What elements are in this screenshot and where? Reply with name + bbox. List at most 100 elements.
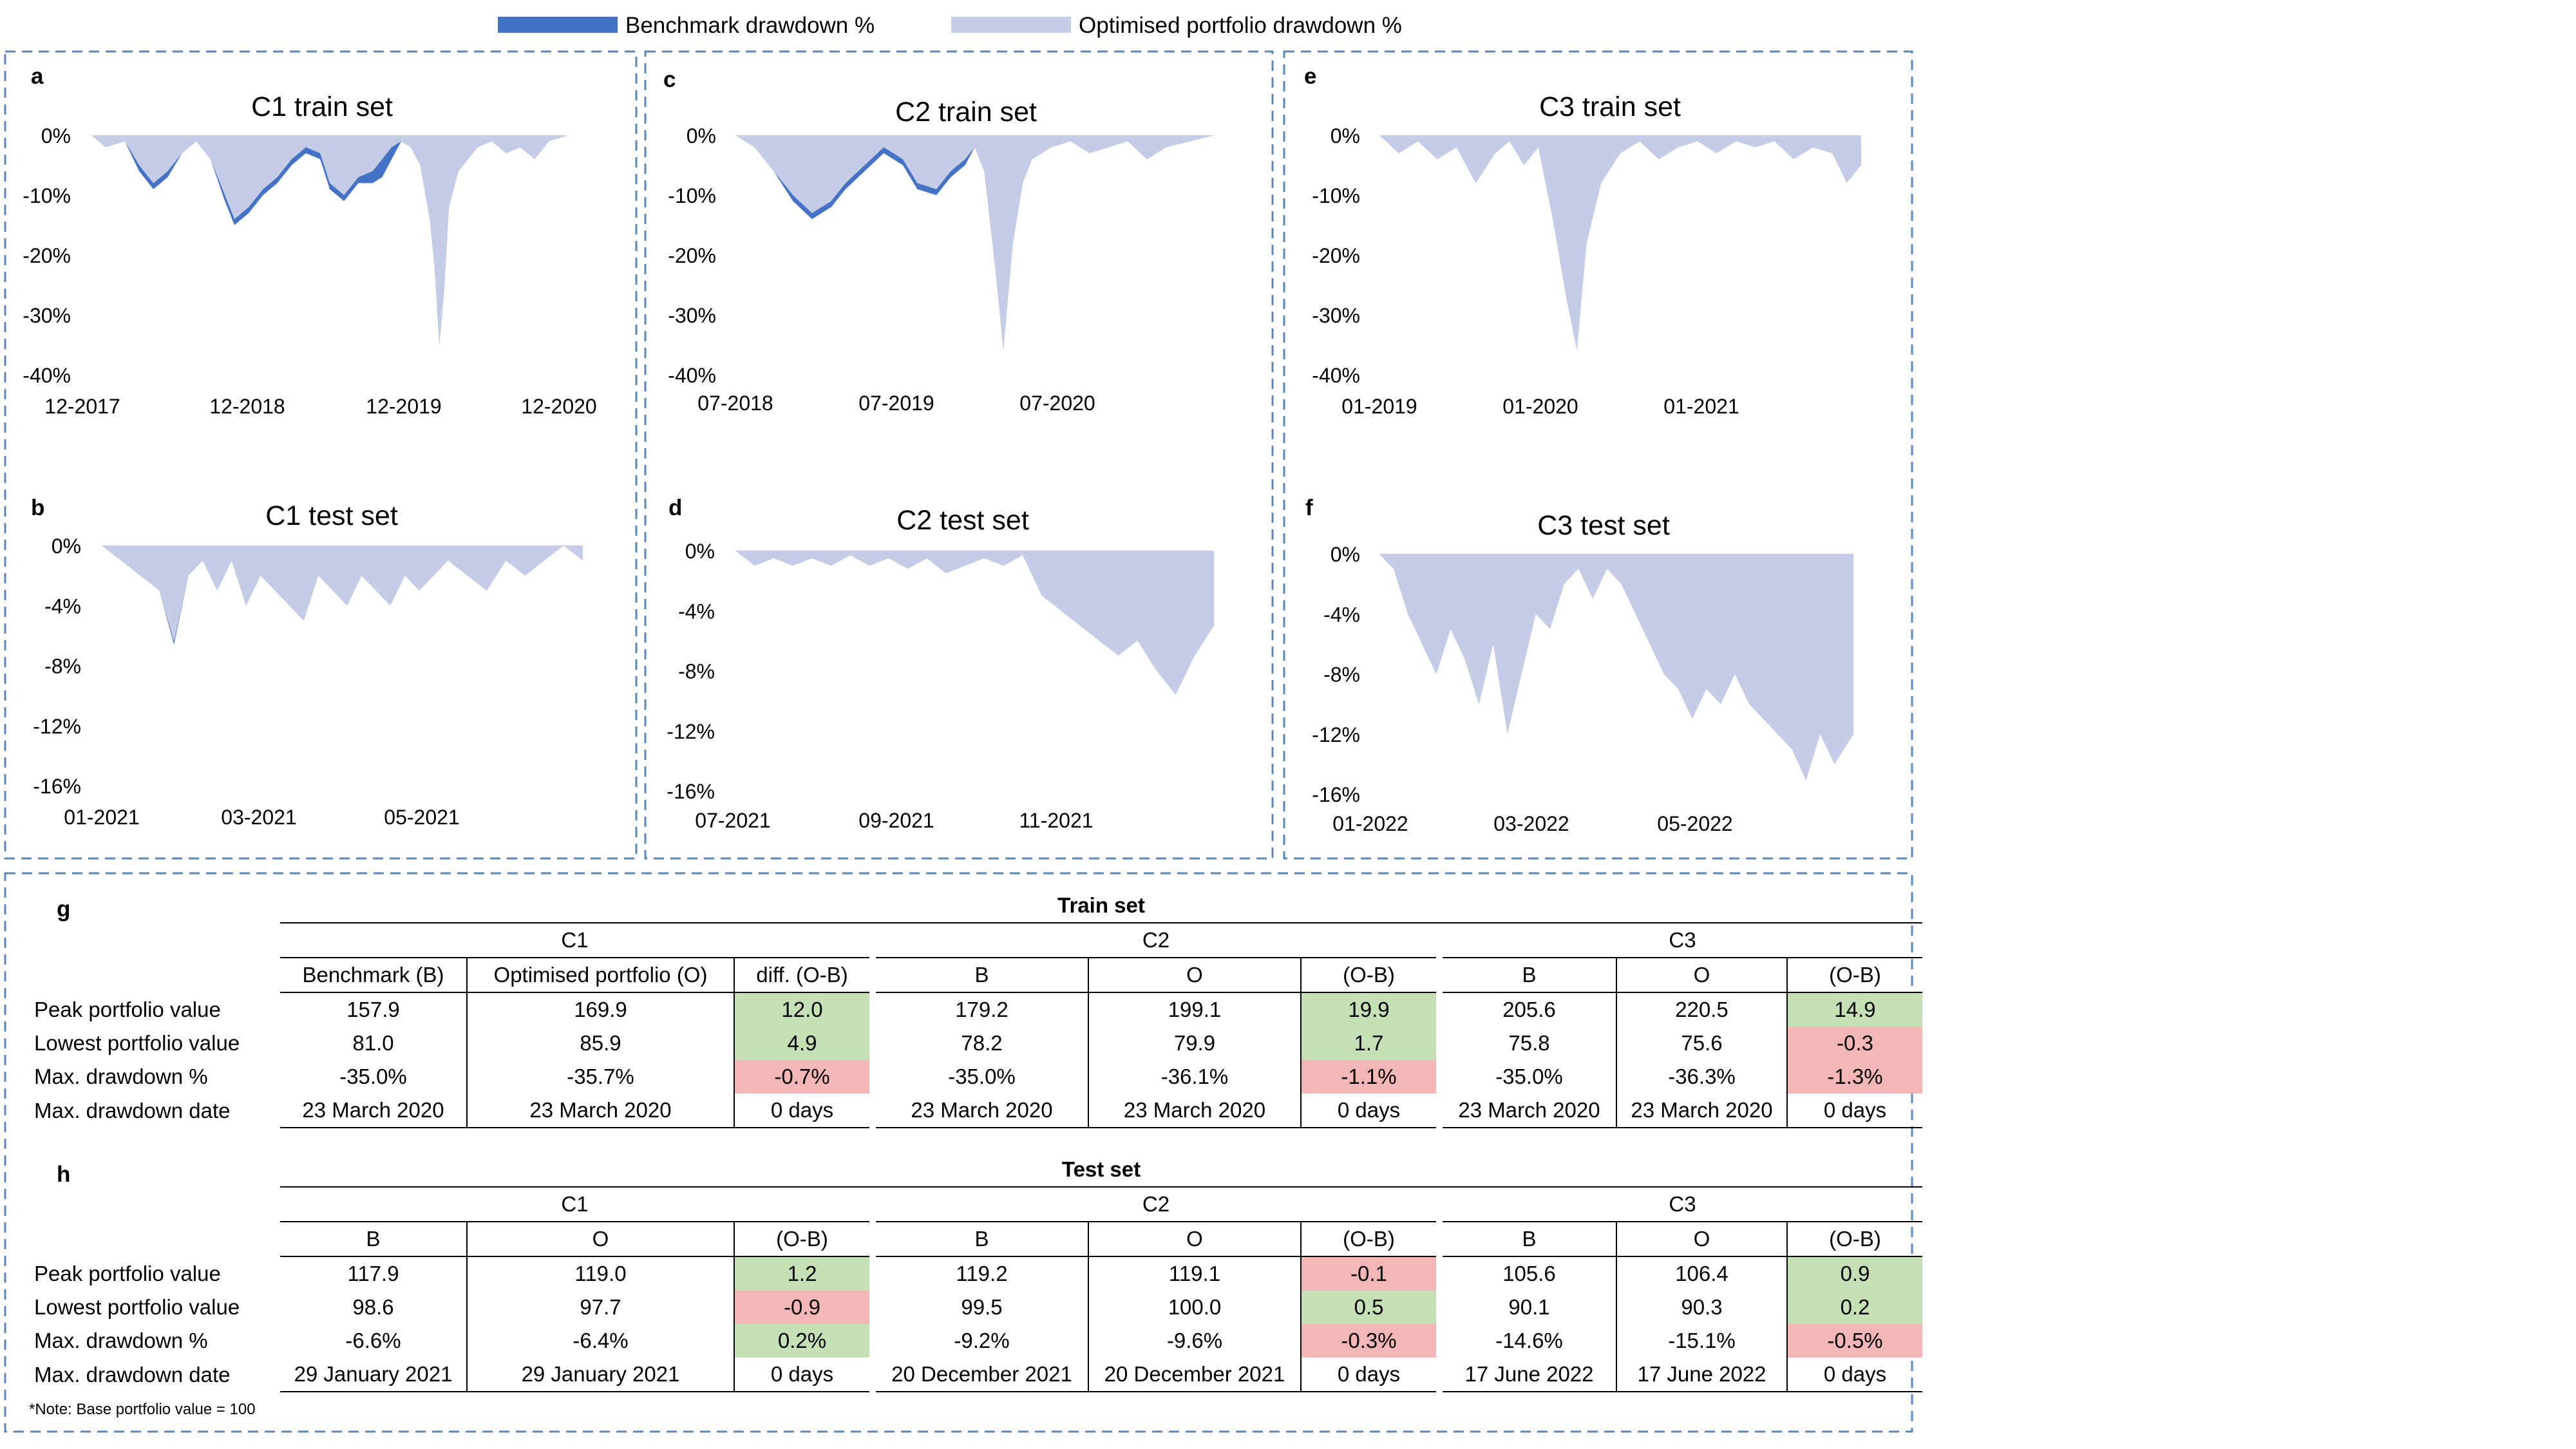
row-label: Peak portfolio value	[34, 1261, 221, 1285]
table-cell: 75.8	[1508, 1031, 1550, 1055]
x-tick-label-e-0: 01-2019	[1341, 395, 1417, 418]
column-header: B	[876, 958, 1088, 993]
panel-letter-c: c	[663, 67, 676, 92]
x-tick-label-c-2: 07-2020	[1019, 392, 1095, 415]
column-header: O	[1616, 958, 1787, 993]
table-cell: 17 June 2022	[1616, 1358, 1787, 1392]
table-cell: -1.3%	[1786, 1060, 1922, 1094]
column-header: (O-B)	[1300, 1222, 1436, 1257]
footnote: *Note: Base portfolio value = 100	[29, 1401, 256, 1418]
table-letter-g: g	[57, 896, 71, 922]
y-tick-label-a-1: -10%	[23, 184, 71, 207]
table-cell: 12.0	[734, 992, 869, 1027]
table-blank	[29, 923, 280, 958]
y-tick-label-d-2: -8%	[678, 660, 715, 683]
table-blank	[29, 1222, 280, 1256]
table-cell: -14.6%	[1495, 1329, 1563, 1352]
panel-letter-f: f	[1305, 495, 1313, 520]
table-cell: 0.2%	[734, 1324, 869, 1358]
table-title: Test set	[280, 1153, 1922, 1188]
column-header: Benchmark (B)	[280, 958, 467, 993]
series-optimised-area-e	[1379, 135, 1861, 351]
table-cell: -1.1%	[1300, 1060, 1436, 1094]
row-label: Max. drawdown date	[34, 1098, 231, 1122]
group-header-c2: C2	[876, 923, 1436, 958]
legend-label-optimised: Optimised portfolio drawdown %	[1079, 13, 1402, 38]
series-optimised-area-a	[91, 135, 568, 345]
column-header: B	[280, 1222, 467, 1257]
y-tick-label-e-2: -20%	[1312, 244, 1360, 267]
table-blank	[29, 889, 280, 923]
table-cell: 179.2	[955, 998, 1009, 1021]
x-tick-label-d-1: 09-2021	[858, 809, 934, 832]
panel-letter-b: b	[31, 495, 44, 520]
table-cell: -35.7%	[466, 1060, 734, 1094]
x-tick-label-f-2: 05-2022	[1657, 812, 1732, 835]
table-cell: 23 March 2020	[1443, 1094, 1616, 1128]
y-tick-label-f-2: -8%	[1323, 663, 1360, 687]
y-tick-label-f-1: -4%	[1323, 603, 1360, 626]
table-cell: 23 March 2020	[876, 1094, 1088, 1128]
y-tick-label-e-4: -40%	[1312, 364, 1360, 387]
table-gap	[869, 958, 876, 992]
y-tick-label-b-4: -16%	[33, 775, 81, 798]
column-header: Optimised portfolio (O)	[466, 958, 734, 993]
table-cell: 14.9	[1786, 992, 1922, 1027]
y-tick-label-c-0: 0%	[687, 124, 716, 147]
table-cell: 0 days	[1786, 1358, 1922, 1392]
table-cell: 1.7	[1300, 1027, 1436, 1060]
table-gap	[1436, 1027, 1443, 1060]
row-label: Max. drawdown %	[34, 1065, 208, 1088]
table-cell: 75.6	[1616, 1027, 1787, 1060]
x-tick-label-c-1: 07-2019	[858, 392, 934, 415]
table-cell: 0 days	[734, 1094, 869, 1128]
y-tick-label-d-0: 0%	[685, 540, 715, 563]
table-cell: 0 days	[1300, 1358, 1436, 1392]
column-header: (O-B)	[734, 1222, 869, 1257]
x-tick-label-c-0: 07-2018	[697, 392, 773, 415]
table-cell: 99.5	[961, 1295, 1003, 1319]
panel-letter-a: a	[31, 64, 44, 89]
table-gap	[869, 1358, 876, 1392]
y-tick-label-c-4: -40%	[668, 364, 716, 387]
table-gap	[1436, 1222, 1443, 1256]
y-tick-label-a-2: -20%	[23, 244, 71, 267]
chart-title-e: C3 train set	[1539, 91, 1681, 122]
y-tick-label-d-3: -12%	[667, 720, 715, 743]
table-gap	[869, 1324, 876, 1358]
table-cell: -0.3	[1786, 1027, 1922, 1060]
table-gap	[1436, 1291, 1443, 1324]
row-label: Max. drawdown %	[34, 1329, 208, 1352]
x-tick-label-e-1: 01-2020	[1502, 395, 1578, 418]
y-tick-label-c-3: -30%	[668, 304, 716, 327]
table-gap	[869, 923, 876, 958]
row-label: Peak portfolio value	[34, 997, 221, 1021]
y-tick-label-b-3: -12%	[33, 715, 81, 738]
column-header: (O-B)	[1300, 958, 1436, 993]
y-tick-label-e-1: -10%	[1312, 184, 1360, 207]
table-cell: 0 days	[1300, 1094, 1436, 1128]
group-header-c1: C1	[280, 923, 869, 958]
table-cell: 169.9	[466, 992, 734, 1027]
x-tick-label-a-2: 12-2019	[366, 395, 441, 418]
chart-title-b: C1 test set	[265, 500, 398, 531]
table-cell: 17 June 2022	[1443, 1358, 1616, 1392]
table-cell: 1.2	[734, 1256, 869, 1291]
table-cell: -6.4%	[466, 1324, 734, 1358]
chart-title-c: C2 train set	[895, 97, 1037, 128]
panel-frame-1	[4, 50, 638, 860]
summary-table-h: Test set C1 C2 C3 B O (O-B) B O (O-B) B O (O-B) Peak …	[29, 1153, 1922, 1392]
table-cell: 119.1	[1088, 1256, 1301, 1291]
table-cell: -0.3%	[1300, 1324, 1436, 1358]
chart-title-f: C3 test set	[1537, 510, 1670, 541]
table-cell: 117.9	[347, 1262, 399, 1285]
legend-label-benchmark: Benchmark drawdown %	[625, 13, 875, 38]
y-tick-label-b-2: -8%	[44, 655, 81, 678]
table-cell: 29 January 2021	[280, 1358, 467, 1392]
table-cell: -6.6%	[345, 1329, 401, 1352]
table-cell: 97.7	[466, 1291, 734, 1324]
x-tick-label-b-2: 05-2021	[384, 806, 459, 829]
table-gap	[869, 1027, 876, 1060]
table-gap	[869, 1187, 876, 1222]
table-gap	[869, 1222, 876, 1256]
